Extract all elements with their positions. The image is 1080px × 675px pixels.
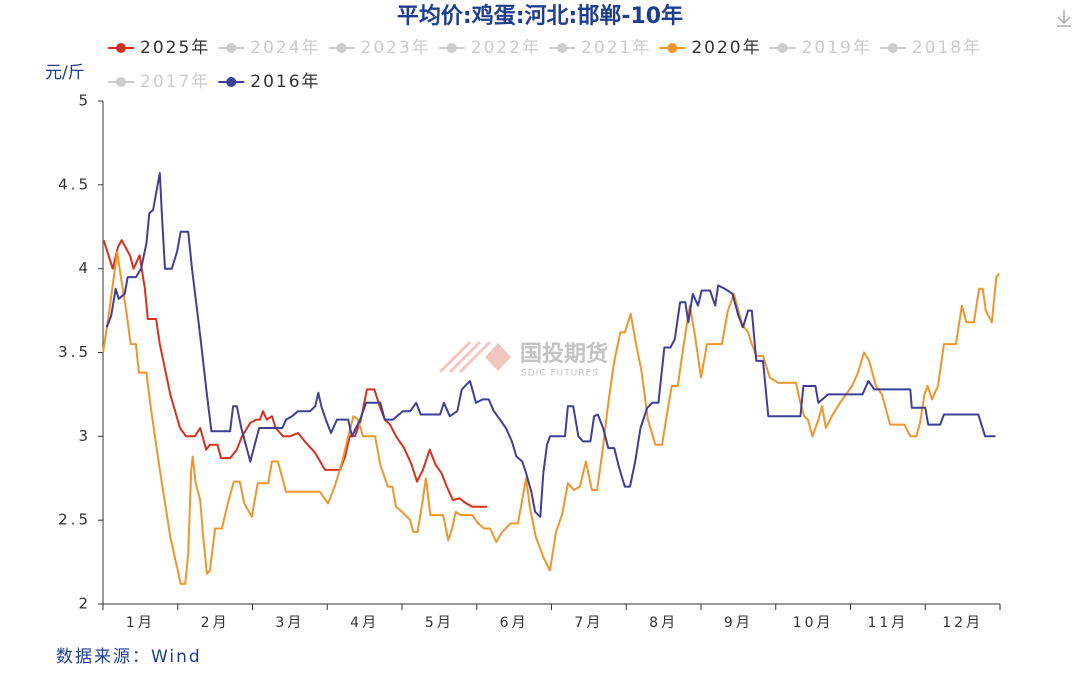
- legend-label[interactable]: 2022年: [471, 38, 541, 58]
- x-tick-label: 1月: [126, 615, 155, 631]
- x-tick-label: 11月: [867, 615, 908, 631]
- y-axis-label: 元/斤: [45, 63, 85, 83]
- x-tick-label: 5月: [425, 615, 454, 631]
- source-note: 数据来源：Wind: [56, 647, 202, 667]
- legend-marker: [777, 43, 788, 53]
- chart-title: 平均价:鸡蛋:河北:邯郸-10年: [397, 3, 683, 29]
- legend-marker: [887, 43, 898, 53]
- y-tick-label: 4.5: [58, 175, 91, 193]
- legend-label[interactable]: 2024年: [250, 38, 320, 58]
- legend-label[interactable]: 2016年: [250, 72, 320, 92]
- legend-marker: [446, 43, 457, 53]
- x-tick-label: 4月: [350, 615, 379, 631]
- legend-marker: [336, 43, 347, 53]
- x-tick-label: 8月: [649, 615, 678, 631]
- watermark-icon: [485, 343, 511, 371]
- legend-marker: [226, 43, 237, 53]
- x-tick-label: 3月: [275, 615, 304, 631]
- x-tick-label: 9月: [724, 615, 753, 631]
- x-tick-label: 7月: [574, 615, 603, 631]
- legend-marker: [116, 77, 126, 87]
- x-tick-label: 6月: [500, 615, 529, 631]
- y-tick-label: 5: [78, 92, 91, 110]
- legend-label[interactable]: 2018年: [912, 38, 982, 58]
- legend-label[interactable]: 2021年: [581, 38, 651, 58]
- watermark-text: 国投期货: [520, 341, 608, 367]
- legend-label[interactable]: 2025年: [140, 38, 210, 58]
- download-icon[interactable]: [1057, 10, 1071, 27]
- x-tick-label: 12月: [942, 615, 983, 631]
- y-tick-label: 2: [78, 595, 91, 613]
- watermark-subtext: SDIC FUTURES: [521, 369, 599, 379]
- legend-label[interactable]: 2019年: [802, 38, 872, 58]
- watermark: 国投期货 SDIC FUTURES: [438, 340, 608, 379]
- series-line: [102, 239, 488, 508]
- legend-marker: [667, 43, 678, 53]
- legend-marker: [557, 43, 568, 53]
- y-tick-label: 2.5: [58, 511, 91, 529]
- watermark-icon: [438, 340, 492, 374]
- legend-label[interactable]: 2023年: [361, 38, 431, 58]
- series-line: [105, 172, 996, 518]
- legend-marker: [226, 77, 237, 87]
- y-tick-label: 4: [78, 259, 91, 277]
- x-tick-label: 2月: [201, 615, 230, 631]
- legend-label[interactable]: 2017年: [140, 72, 210, 92]
- series-line: [102, 250, 1001, 585]
- legend-label[interactable]: 2020年: [691, 38, 761, 58]
- y-tick-label: 3: [78, 427, 91, 445]
- x-tick-label: 10月: [793, 615, 834, 631]
- y-tick-label: 3.5: [58, 343, 91, 361]
- legend-marker: [116, 43, 126, 53]
